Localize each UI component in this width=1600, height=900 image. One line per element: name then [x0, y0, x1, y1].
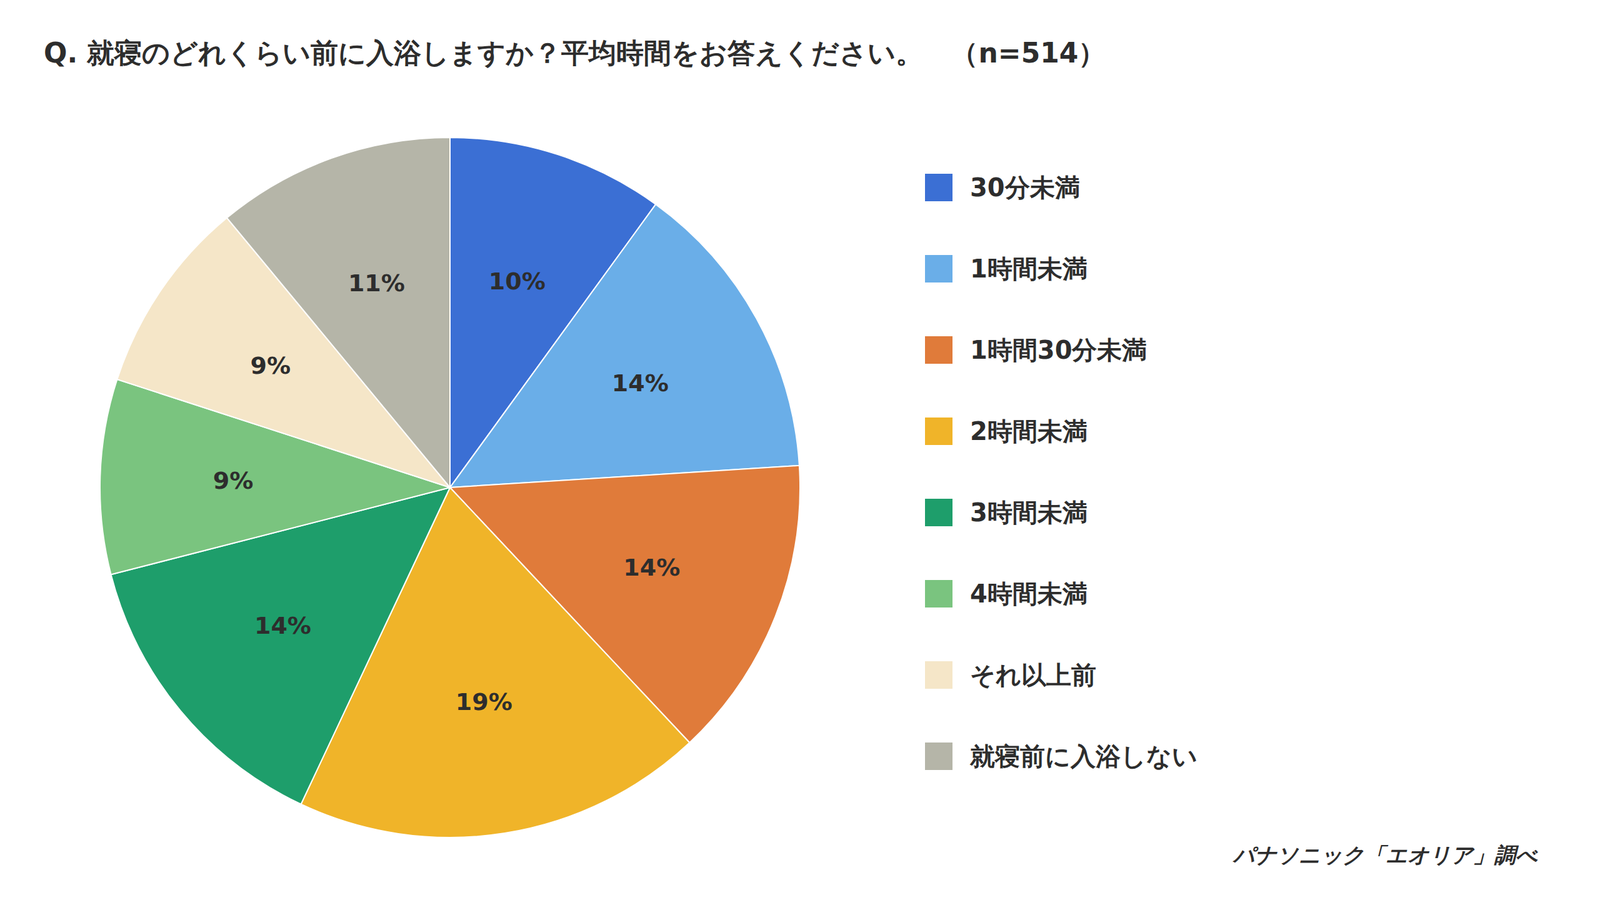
- pie: [100, 137, 800, 838]
- legend-label: 1時間未満: [970, 254, 1088, 284]
- data-label: 10%: [488, 267, 546, 295]
- legend-label: 4時間未満: [970, 579, 1088, 609]
- data-label: 14%: [623, 553, 680, 582]
- data-label: 9%: [250, 351, 292, 380]
- data-label: 14%: [254, 611, 312, 640]
- data-label: 11%: [348, 269, 405, 297]
- data-label: 14%: [611, 369, 669, 397]
- legend-label: 2時間未満: [970, 416, 1088, 446]
- legend-swatch: [925, 173, 953, 202]
- legend-swatch: [925, 580, 953, 608]
- legend-label: それ以上前: [970, 660, 1097, 690]
- annotation: パナソニック「エオリア」調べ: [1232, 842, 1539, 868]
- data-label: 19%: [455, 688, 513, 716]
- legend-label: 30分未満: [970, 173, 1080, 202]
- legend-label: 1時間30分未満: [970, 335, 1148, 365]
- legend-label: 3時間未満: [970, 498, 1088, 527]
- chart: Q. 就寝のどれくらい前に入浴しますか？平均時間をお答えください。 （n=514…: [0, 0, 1600, 900]
- legend-swatch: [925, 742, 953, 770]
- legend-swatch: [925, 255, 953, 283]
- data-labels: 10% 14% 14% 19% 14% 9% 9% 11%: [213, 267, 681, 716]
- legend-swatch: [925, 498, 953, 527]
- legend-swatch: [925, 417, 953, 445]
- legend: 30分未満 1時間未満 1時間30分未満 2時間未満 3時間未満 4時間未満それ以上前就寝…: [925, 173, 1198, 771]
- legend-swatch: [925, 661, 953, 689]
- data-label: 9%: [213, 466, 254, 495]
- title: Q. 就寝のどれくらい前に入浴しますか？平均時間をお答えください。 （n=514…: [43, 36, 1106, 69]
- pie-slice: [226, 137, 450, 488]
- pie-slice: [450, 204, 800, 488]
- legend-label: 就寝前に入浴しない: [969, 741, 1198, 771]
- legend-swatch: [925, 336, 953, 364]
